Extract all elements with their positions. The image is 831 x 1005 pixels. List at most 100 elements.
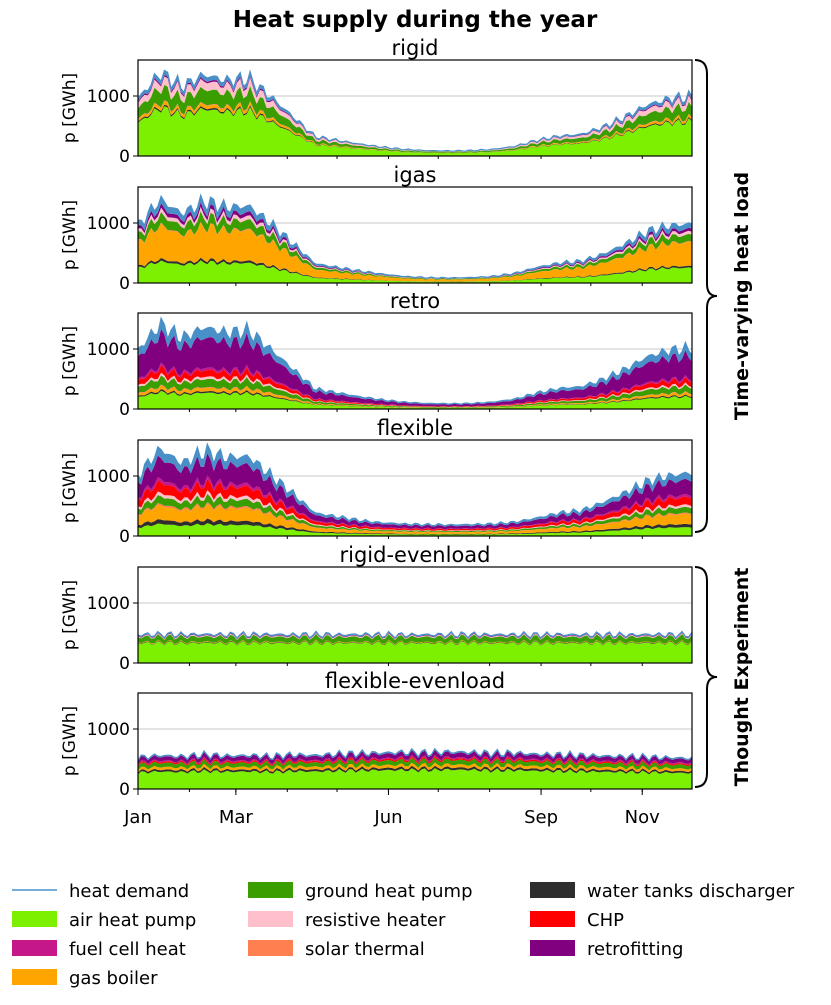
x-tick-label: Jan	[123, 807, 152, 828]
y-tick-label: 1000	[87, 594, 130, 614]
panel-title: igas	[394, 163, 437, 187]
area-gas-boiler	[138, 222, 692, 282]
heat-demand-line	[137, 747, 693, 762]
area-gas-boiler	[138, 639, 692, 645]
legend-label: resistive heater	[305, 910, 446, 931]
group-label: Time-varying heat load	[731, 172, 753, 420]
legend-label: retrofitting	[587, 939, 683, 960]
legend-swatch	[12, 940, 57, 956]
legend-item-water-tanks-discharger: water tanks discharger	[530, 881, 795, 902]
area-air-heat-pump	[138, 390, 692, 409]
panels: rigid p [GWh] 0 1000 igas p [GWh] 0 1000 retro p …	[60, 36, 693, 800]
legend-swatch	[530, 911, 575, 927]
heat-demand-line	[137, 193, 693, 279]
legend-label: solar thermal	[305, 939, 425, 960]
area-ground-heat-pump	[138, 633, 692, 645]
legend-item-heat-demand: heat demand	[12, 881, 189, 902]
legend-item-resistive-heater: resistive heater	[248, 910, 446, 931]
panel-title: retro	[390, 289, 440, 313]
area-chp	[138, 756, 692, 767]
area-air-heat-pump	[138, 106, 692, 156]
y-tick-label: 1000	[87, 87, 130, 107]
y-tick-label: 0	[119, 654, 130, 674]
area-ground-heat-pump	[138, 757, 692, 771]
x-tick-label: Sep	[524, 807, 558, 828]
panel-title: rigid	[392, 36, 439, 60]
area-air-heat-pump	[138, 260, 692, 283]
legend-swatch	[530, 940, 575, 956]
area-water-tanks-discharger	[138, 640, 692, 646]
y-axis-label: p [GWh]	[60, 326, 80, 396]
legend-label: ground heat pump	[305, 881, 473, 902]
panel-title: flexible-evenload	[325, 669, 505, 693]
y-tick-label: 1000	[87, 467, 130, 487]
panel-flexible-evenload: flexible-evenload p [GWh] 0 1000	[60, 669, 693, 800]
legend-swatch	[248, 911, 293, 927]
area-gas-boiler	[138, 503, 692, 535]
panel-title: flexible	[377, 416, 453, 440]
y-axis-label: p [GWh]	[60, 73, 80, 143]
legend: heat demand air heat pump fuel cell heat ga…	[12, 881, 795, 989]
y-tick-label: 0	[119, 274, 130, 294]
x-tick-label: Nov	[625, 807, 660, 828]
y-tick-label: 0	[119, 527, 130, 547]
panel-rigid-evenload: rigid-evenload p [GWh] 0 1000	[60, 543, 693, 674]
legend-item-solar-thermal: solar thermal	[248, 939, 425, 960]
x-axis: Jan Mar Jun Sep Nov	[123, 789, 660, 828]
area-retrofitting	[138, 632, 692, 640]
legend-item-air-heat-pump: air heat pump	[12, 910, 196, 931]
area-air-heat-pump	[138, 640, 692, 663]
legend-label: heat demand	[69, 881, 189, 902]
area-air-heat-pump	[138, 523, 692, 536]
panel-frame	[137, 186, 693, 284]
legend-label: CHP	[587, 910, 624, 931]
y-tick-label: 0	[119, 780, 130, 800]
panel-frame	[137, 439, 693, 537]
legend-swatch	[12, 911, 57, 927]
legend-swatch	[248, 940, 293, 956]
heat-demand-line	[137, 69, 693, 152]
group-braces: Time-varying heat load Thought Experiment	[694, 59, 753, 788]
legend-label: gas boiler	[69, 968, 158, 989]
y-tick-label: 1000	[87, 340, 130, 360]
panel-rigid: rigid p [GWh] 0 1000	[60, 36, 693, 167]
x-tick-label: Mar	[219, 807, 254, 828]
y-axis-label: p [GWh]	[60, 200, 80, 270]
area-retrofitting	[138, 750, 692, 766]
group-label: Thought Experiment	[731, 568, 753, 787]
legend-label: air heat pump	[69, 910, 196, 931]
legend-item-gas-boiler: gas boiler	[12, 968, 158, 989]
legend-swatch	[248, 882, 293, 898]
legend-item-ground-heat-pump: ground heat pump	[248, 881, 473, 902]
panel-flexible: flexible p [GWh] 0 1000	[60, 416, 693, 547]
panel-frame	[137, 59, 693, 157]
legend-item-retrofitting: retrofitting	[530, 939, 683, 960]
area-resistive-heater	[138, 632, 692, 640]
figure-title: Heat supply during the year	[233, 7, 598, 33]
legend-label: fuel cell heat	[69, 939, 186, 960]
area-air-heat-pump	[138, 768, 692, 789]
heat-demand-line	[137, 442, 693, 527]
y-axis-label: p [GWh]	[60, 453, 80, 523]
panel-frame	[137, 312, 693, 410]
y-axis-label: p [GWh]	[60, 580, 80, 650]
heat-demand-line	[137, 630, 693, 639]
x-tick-label: Jun	[373, 807, 402, 828]
area-retrofitting	[138, 329, 692, 407]
legend-item-fuel-cell-heat: fuel cell heat	[12, 939, 186, 960]
panel-frame	[137, 692, 693, 790]
y-tick-label: 0	[119, 400, 130, 420]
brace-time-varying-heat-load	[694, 59, 718, 533]
legend-swatch	[530, 882, 575, 898]
panel-igas: igas p [GWh] 0 1000	[60, 163, 693, 294]
y-tick-label: 1000	[87, 214, 130, 234]
legend-swatch	[12, 969, 57, 985]
y-tick-label: 1000	[87, 720, 130, 740]
legend-label: water tanks discharger	[587, 881, 795, 902]
brace-thought-experiment	[694, 566, 718, 788]
y-tick-label: 0	[119, 147, 130, 167]
legend-item-chp: CHP	[530, 910, 624, 931]
area-fuel-cell-heat	[138, 754, 692, 766]
heat-demand-line	[137, 316, 693, 405]
